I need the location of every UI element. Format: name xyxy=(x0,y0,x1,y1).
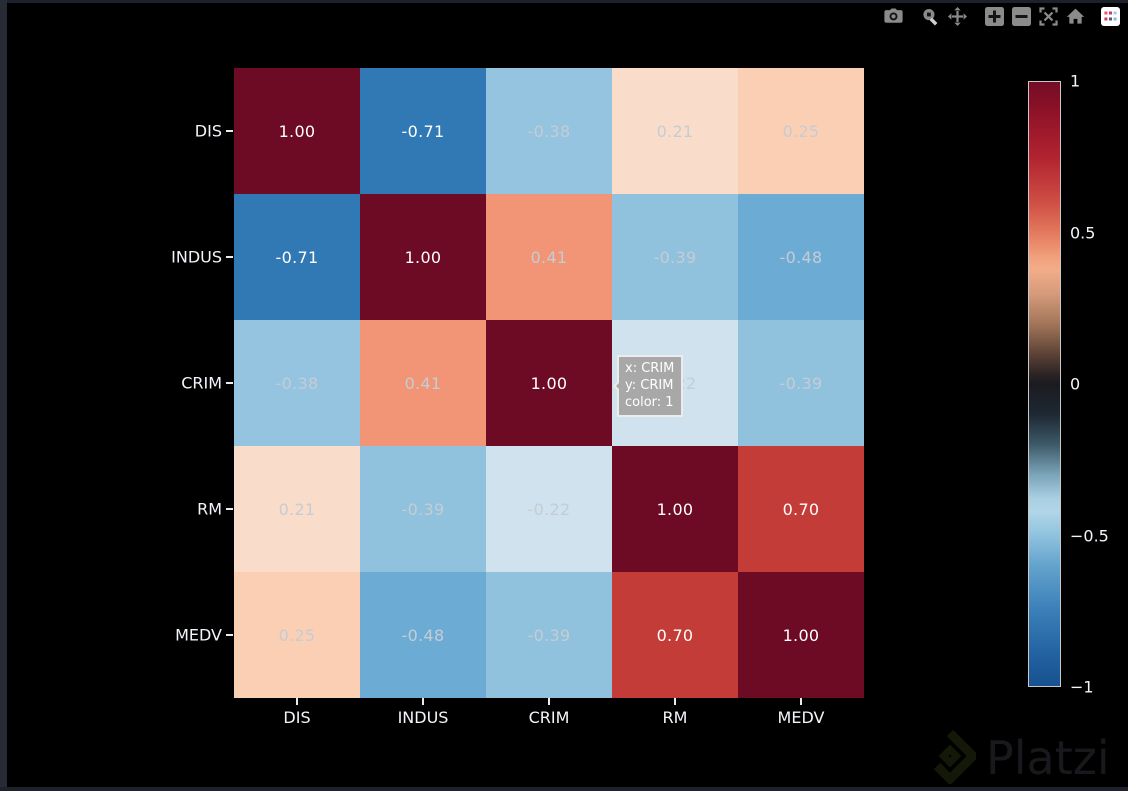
heatmap-cell[interactable]: 0.21 xyxy=(612,68,738,194)
y-axis-tick xyxy=(226,508,233,510)
heatmap-cell[interactable]: 0.41 xyxy=(360,320,486,446)
pan-button[interactable] xyxy=(948,6,967,26)
x-axis-tick xyxy=(548,698,550,705)
colorbar-tick-label: 0 xyxy=(1070,374,1081,394)
y-axis-label: CRIM xyxy=(181,373,222,393)
heatmap-cell[interactable]: -0.22 xyxy=(486,446,612,572)
plus-icon xyxy=(985,6,1004,26)
heatmap-cell[interactable]: 1.00 xyxy=(738,572,864,698)
platzi-logo-icon xyxy=(920,728,980,788)
x-axis-tick xyxy=(800,698,802,705)
heatmap-cell[interactable]: 0.70 xyxy=(612,572,738,698)
tooltip-line: x: CRIM xyxy=(625,361,675,376)
zoom-out-button[interactable] xyxy=(1012,6,1031,26)
heatmap-cell[interactable]: -0.48 xyxy=(360,572,486,698)
magnifier-icon xyxy=(921,7,940,26)
heatmap-grid: 1.00 -0.71 -0.38 0.21 0.25 -0.71 1.00 0.41 -0.39… xyxy=(234,68,864,698)
y-axis-tick xyxy=(226,256,233,258)
x-axis-tick xyxy=(296,698,298,705)
modebar xyxy=(884,6,1120,26)
tooltip-line: color: 1 xyxy=(625,395,674,410)
x-axis-tick xyxy=(674,698,676,705)
frame-edge-top xyxy=(0,0,1128,3)
heatmap-cell[interactable]: 0.70 xyxy=(738,446,864,572)
frame-edge-left xyxy=(0,0,7,791)
zoom-button[interactable] xyxy=(921,7,940,26)
heatmap-cell[interactable]: 0.41 xyxy=(486,194,612,320)
x-axis-label: CRIM xyxy=(528,708,570,727)
plotly-logo-icon xyxy=(1101,6,1120,26)
heatmap-cell[interactable]: -0.39 xyxy=(612,194,738,320)
y-axis-tick xyxy=(226,382,233,384)
x-axis-label: INDUS xyxy=(397,708,449,727)
heatmap-cell[interactable]: -0.39 xyxy=(486,572,612,698)
colorbar-gradient xyxy=(1028,81,1061,687)
minus-icon xyxy=(1012,6,1031,26)
y-axis-tick xyxy=(226,130,233,132)
colorbar-tick-label: −0.5 xyxy=(1070,526,1109,545)
heatmap-cell[interactable]: 1.00 xyxy=(612,446,738,572)
x-axis-tick xyxy=(422,698,424,705)
reset-axes-button[interactable] xyxy=(1066,7,1085,26)
watermark-text: Platzi xyxy=(986,731,1110,785)
download-png-button[interactable] xyxy=(884,7,903,26)
y-axis-tick xyxy=(226,634,233,636)
x-axis-label: DIS xyxy=(283,708,311,727)
heatmap-cell[interactable]: -0.39 xyxy=(738,320,864,446)
autoscale-icon xyxy=(1039,6,1058,26)
colorbar-tick-label: −1 xyxy=(1070,677,1094,697)
platzi-watermark: Platzi xyxy=(920,728,1110,788)
x-axis-label: MEDV xyxy=(777,708,825,727)
heatmap-cell[interactable]: 1.00 xyxy=(360,194,486,320)
home-icon xyxy=(1066,7,1085,26)
move-arrows-icon xyxy=(948,6,967,26)
heatmap-cell[interactable]: -0.38 xyxy=(486,68,612,194)
colorbar-tick-label: 0.5 xyxy=(1070,223,1096,242)
zoom-in-button[interactable] xyxy=(985,6,1004,26)
x-axis-label: RM xyxy=(662,708,688,727)
tooltip-line: y: CRIM xyxy=(625,378,674,393)
heatmap-cell[interactable]: -0.48 xyxy=(738,194,864,320)
heatmap-cell[interactable]: -0.71 xyxy=(360,68,486,194)
colorbar-tick-label: 1 xyxy=(1070,71,1081,91)
y-axis-label: RM xyxy=(197,499,222,519)
heatmap-cell[interactable]: -0.71 xyxy=(234,194,360,320)
y-axis-label: INDUS xyxy=(171,247,222,267)
heatmap-cell[interactable]: 0.25 xyxy=(738,68,864,194)
heatmap-cell[interactable]: 0.21 xyxy=(234,446,360,572)
heatmap-cell[interactable]: -0.38 xyxy=(234,320,360,446)
heatmap-cell[interactable]: 0.25 xyxy=(234,572,360,698)
y-axis-label: DIS xyxy=(194,121,222,141)
plotly-logo-button[interactable] xyxy=(1101,6,1120,26)
y-axis-label: MEDV xyxy=(175,625,222,645)
frame-edge-bottom xyxy=(0,787,1128,791)
heatmap-cell[interactable]: 1.00 xyxy=(234,68,360,194)
heatmap-cell[interactable]: -0.39 xyxy=(360,446,486,572)
autoscale-button[interactable] xyxy=(1039,6,1058,26)
heatmap-cell[interactable]: 1.00 xyxy=(486,320,612,446)
camera-icon xyxy=(884,8,903,24)
hover-tooltip: x: CRIM y: CRIM color: 1 xyxy=(613,355,684,417)
